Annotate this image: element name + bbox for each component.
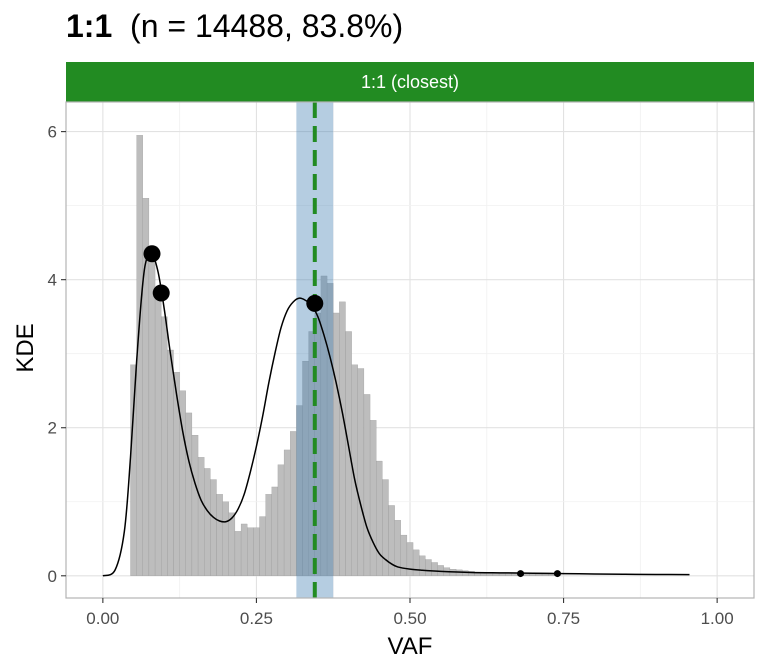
histogram-bar [191, 435, 199, 576]
histogram-bar [161, 316, 168, 576]
chart-title-main: 1:1 [66, 8, 113, 44]
x-tick-label: 0.50 [393, 609, 426, 628]
histogram-bar [283, 449, 291, 576]
histogram-bar [333, 312, 340, 576]
histogram-bar [419, 555, 426, 576]
histogram-bar [548, 573, 555, 576]
histogram-bar [376, 460, 383, 576]
histogram-bar [240, 523, 248, 576]
histogram-bar [154, 294, 162, 576]
histogram-bar [247, 527, 254, 576]
histogram-bar [210, 479, 217, 576]
histogram-bar [185, 412, 193, 576]
histogram-bar [400, 534, 408, 576]
histogram-bar [130, 364, 137, 576]
kde-line [102, 251, 690, 577]
histogram-bar [277, 464, 285, 576]
histogram-bar [339, 301, 346, 576]
histogram-bar [197, 457, 205, 576]
x-tick-label: 0.25 [240, 609, 273, 628]
peak-point [143, 245, 161, 263]
histogram-bar [222, 501, 229, 576]
histogram-bar [369, 420, 377, 576]
minor-peak-point [553, 570, 561, 578]
minor-peak-point [517, 570, 525, 578]
x-axis-title: VAF [388, 633, 433, 660]
histogram-bar [204, 468, 211, 576]
y-tick-label: 0 [48, 567, 57, 586]
histogram-bar [259, 516, 266, 576]
histogram-bar [535, 573, 543, 576]
x-tick-label: 0.00 [86, 609, 119, 628]
histogram-bar [234, 531, 242, 576]
y-tick-label: 6 [48, 123, 57, 142]
histogram-bar [462, 570, 469, 576]
x-axis-ticks: 0.00 0.25 0.50 0.75 1.00 [86, 598, 734, 628]
chart-title-detail: (n = 14488, 83.8%) [130, 8, 404, 44]
chart-title: 1:1 (n = 14488, 83.8%) [66, 6, 403, 46]
y-tick-label: 4 [48, 271, 57, 290]
y-axis-ticks: 0 2 4 6 [48, 123, 66, 586]
facet-strip: 1:1 (closest) [66, 62, 754, 102]
histogram-bar [253, 527, 260, 576]
x-tick-label: 1.00 [701, 609, 734, 628]
histogram-bar [216, 494, 223, 576]
histogram-bar [228, 512, 236, 576]
peak-point [306, 294, 324, 312]
y-tick-label: 2 [48, 419, 57, 438]
histogram-bar [541, 573, 549, 576]
histogram-bar [357, 368, 365, 576]
histogram-bar [290, 431, 297, 576]
kde-curve [102, 251, 690, 577]
histogram-bar [271, 486, 279, 576]
facet-strip-label: 1:1 (closest) [360, 71, 460, 92]
histogram-bar [523, 573, 530, 576]
histogram-bar [265, 494, 272, 576]
x-tick-label: 0.75 [547, 609, 580, 628]
histogram-bars [130, 135, 561, 576]
peak-point [152, 284, 170, 302]
histogram-bar [412, 549, 420, 576]
histogram-bar [148, 257, 156, 576]
histogram-bar [425, 559, 432, 576]
histogram-bar [363, 394, 371, 576]
histogram-bar [345, 331, 352, 576]
histogram-bar [167, 349, 174, 576]
histogram-bar [173, 372, 180, 576]
histogram-bar [406, 542, 414, 576]
peak-points [143, 245, 561, 578]
histogram-bar [431, 562, 438, 576]
y-axis-title: KDE [12, 323, 39, 372]
